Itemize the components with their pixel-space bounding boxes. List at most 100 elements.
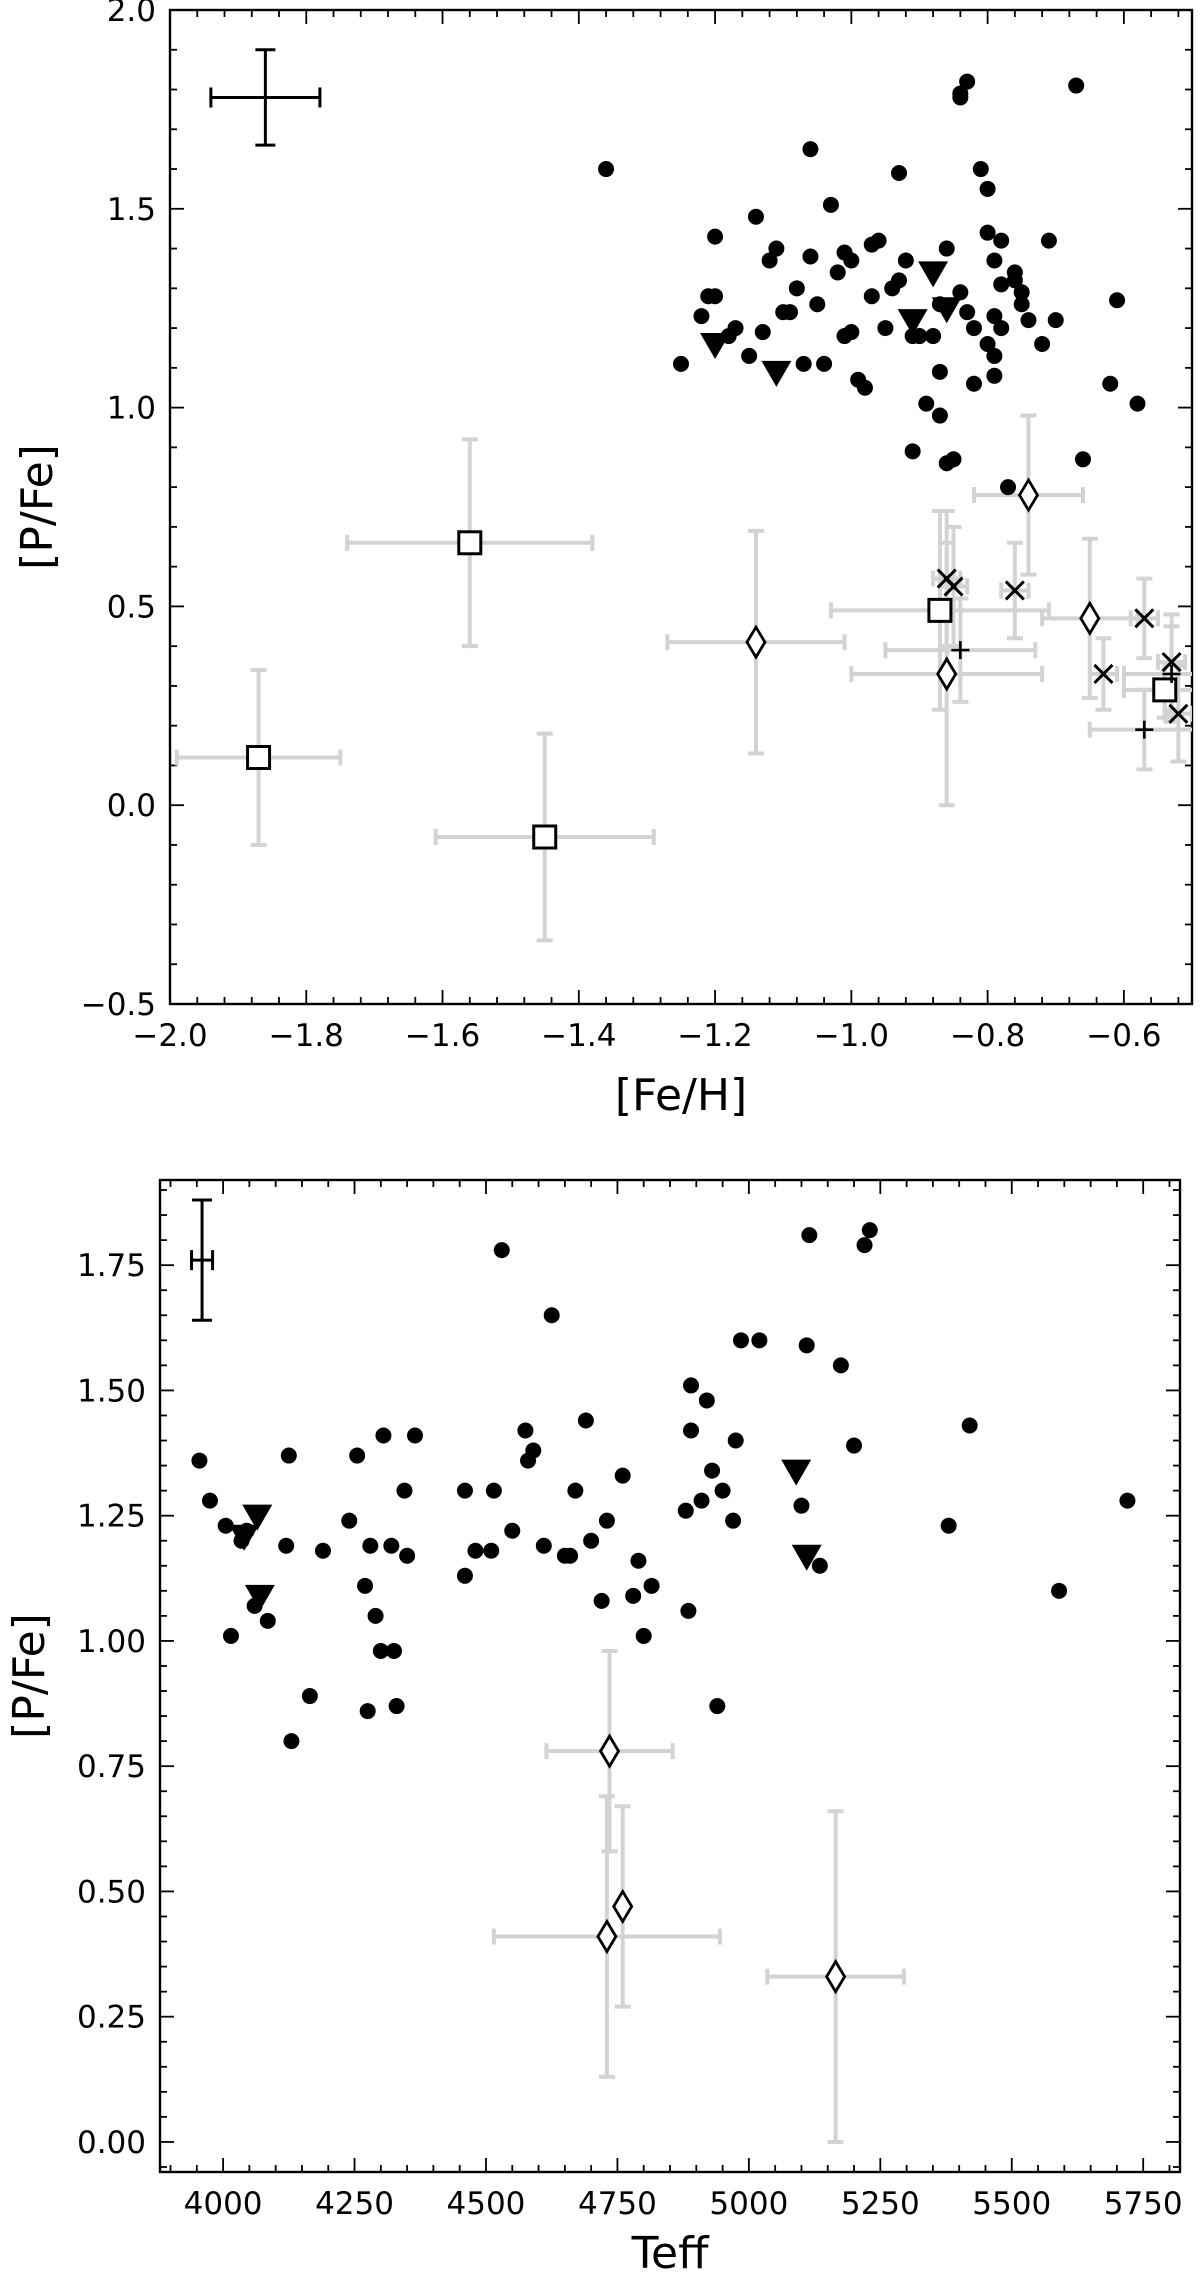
point-filled-circle — [388, 1698, 405, 1715]
point-filled-circle — [938, 240, 955, 257]
x-tick-label: 5000 — [709, 2186, 788, 2222]
point-filled-circle — [986, 252, 1003, 269]
point-filled-circle — [959, 304, 976, 321]
point-filled-circle — [897, 252, 914, 269]
point-filled-circle — [567, 1482, 584, 1499]
point-filled-circle — [577, 1412, 594, 1429]
data-layer — [190, 1198, 1136, 2144]
point-filled-circle — [870, 232, 887, 249]
point-filled-circle — [727, 320, 744, 337]
point-filled-circle — [383, 1537, 400, 1554]
point-filled-circle — [768, 240, 785, 257]
x-tick-label: −1.6 — [405, 1018, 480, 1054]
point-open-diamond — [745, 624, 767, 660]
point-filled-circle — [993, 232, 1010, 249]
x-tick-label: 5750 — [1104, 2186, 1183, 2222]
point-filled-circle — [259, 1612, 276, 1629]
point-filled-circle — [788, 280, 805, 297]
point-filled-circle — [1119, 1492, 1136, 1509]
point-filled-circle — [945, 451, 962, 468]
error-bar — [190, 1198, 215, 1322]
point-filled-circle — [535, 1537, 552, 1554]
error-bar — [1121, 624, 1192, 724]
point-filled-circle — [891, 165, 908, 182]
point-open-diamond — [612, 1888, 634, 1925]
point-filled-circle — [925, 328, 942, 345]
point-filled-circle — [635, 1627, 652, 1644]
y-tick-label: 0.00 — [77, 2125, 146, 2161]
point-filled-circle — [856, 379, 873, 396]
point-filled-circle — [832, 1357, 849, 1374]
point-filled-circle — [543, 1307, 560, 1324]
point-filled-circle — [698, 1392, 715, 1409]
point-filled-circle — [751, 1332, 768, 1349]
point-filled-circle — [741, 347, 758, 364]
point-filled-circle — [856, 1237, 873, 1254]
point-filled-circle — [359, 1703, 376, 1720]
point-filled-circle — [918, 395, 935, 412]
point-filled-circle — [979, 335, 996, 352]
x-axis-label: [Fe/H] — [615, 1070, 747, 1121]
point-filled-circle — [456, 1567, 473, 1584]
point-open-square — [1152, 677, 1178, 703]
point-filled-circle — [525, 1442, 542, 1459]
y-tick-label: 0.5 — [107, 589, 156, 625]
point-open-diamond — [1017, 477, 1040, 513]
point-filled-circle — [504, 1522, 521, 1539]
point-filled-circle — [357, 1577, 374, 1594]
x-tick-label: 4750 — [578, 2186, 657, 2222]
point-filled-circle — [709, 1698, 726, 1715]
point-filled-triangle-down — [791, 1544, 822, 1571]
point-open-square — [246, 744, 272, 770]
x-tick-label: 5500 — [972, 2186, 1051, 2222]
point-filled-circle — [467, 1542, 484, 1559]
point-filled-circle — [217, 1517, 234, 1534]
point-filled-circle — [1047, 312, 1064, 329]
y-tick-label: 2.0 — [107, 0, 156, 29]
point-filled-circle — [1013, 296, 1030, 313]
point-filled-circle — [809, 296, 826, 313]
point-filled-circle — [986, 347, 1003, 364]
point-filled-circle — [283, 1733, 300, 1750]
point-plus — [951, 641, 970, 660]
point-filled-circle — [725, 1512, 742, 1529]
point-x-cross — [1134, 608, 1155, 629]
point-filled-circle — [940, 1517, 957, 1534]
point-filled-circle — [625, 1587, 642, 1604]
point-filled-circle — [1006, 272, 1023, 289]
point-filled-triangle-down — [229, 1524, 260, 1551]
point-filled-circle — [485, 1482, 502, 1499]
point-filled-circle — [583, 1532, 600, 1549]
point-open-diamond — [596, 1918, 618, 1955]
point-filled-circle — [680, 1602, 697, 1619]
point-filled-circle — [1102, 375, 1119, 392]
x-tick-label: 5250 — [841, 2186, 920, 2222]
point-filled-circle — [598, 1512, 615, 1529]
y-tick-label: 0.25 — [77, 2000, 146, 2036]
point-filled-circle — [693, 1492, 710, 1509]
point-filled-circle — [843, 252, 860, 269]
x-tick-label: 4500 — [447, 2186, 526, 2222]
point-filled-circle — [341, 1512, 358, 1529]
point-filled-circle — [877, 320, 894, 337]
point-filled-circle — [961, 1417, 978, 1434]
point-filled-circle — [732, 1332, 749, 1349]
point-filled-circle — [301, 1688, 318, 1705]
point-open-diamond — [824, 1958, 847, 1995]
point-filled-circle — [707, 228, 724, 245]
y-tick-label: 1.75 — [77, 1248, 146, 1284]
x-tick-label: −0.6 — [1086, 1018, 1161, 1054]
point-filled-circle — [493, 1242, 510, 1259]
x-tick-label: −0.8 — [950, 1018, 1025, 1054]
point-filled-circle — [517, 1422, 534, 1439]
point-open-square — [532, 824, 558, 850]
point-filled-circle — [704, 1462, 721, 1479]
point-filled-circle — [1040, 232, 1057, 249]
y-tick-label: 0.0 — [107, 788, 156, 824]
point-filled-circle — [1051, 1582, 1068, 1599]
point-filled-circle — [201, 1492, 218, 1509]
point-filled-circle — [795, 355, 812, 372]
point-filled-circle — [593, 1592, 610, 1609]
y-tick-label: 0.50 — [77, 1874, 146, 1910]
